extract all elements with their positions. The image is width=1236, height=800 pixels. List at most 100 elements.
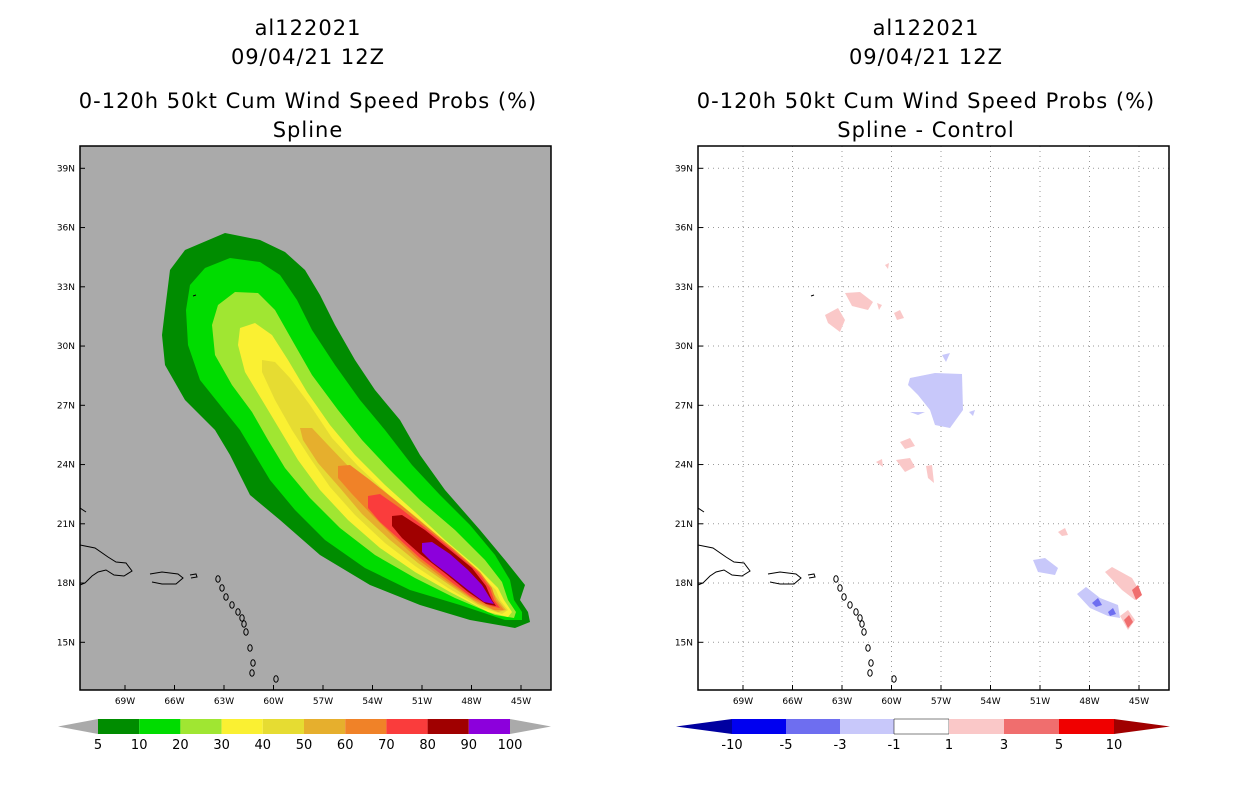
colorbar-swatch: [840, 719, 894, 734]
island: [219, 584, 225, 592]
right-coastlines: [698, 294, 897, 683]
coastline: [192, 294, 197, 297]
x-tick-label: 54W: [362, 697, 382, 707]
colorbar-swatch: [893, 718, 950, 735]
difference-blob: [900, 438, 915, 449]
colorbar-swatch: [1004, 719, 1059, 734]
colorbar-label: -3: [834, 738, 847, 753]
island: [837, 584, 843, 592]
difference-blob: [926, 465, 934, 483]
island: [247, 644, 253, 652]
difference-blob: [969, 410, 975, 416]
island: [853, 608, 859, 616]
colorbar-swatch: [1114, 719, 1170, 734]
x-tick-label: 63W: [214, 697, 234, 707]
y-tick-label: 18N: [675, 579, 693, 589]
colorbar-swatch: [676, 719, 732, 734]
difference-blob: [1132, 585, 1142, 600]
island: [847, 601, 853, 609]
difference-blob: [894, 310, 904, 320]
y-tick-label: 21N: [675, 520, 693, 530]
colorbar-label: 1: [945, 738, 953, 753]
colorbar-label: 70: [378, 738, 395, 753]
island: [859, 620, 865, 628]
colorbar-label: -1: [888, 738, 901, 753]
left-title-field: 0-120h 50kt Cum Wind Speed Probs (%): [78, 89, 538, 113]
colorbar-label: 60: [337, 738, 354, 753]
y-tick-label: 15N: [675, 638, 693, 648]
colorbar-label: 100: [498, 738, 523, 753]
coastline: [698, 544, 751, 586]
right-map-frame: [697, 145, 1170, 691]
colorbar-label: 5: [1055, 738, 1063, 753]
island: [229, 601, 235, 609]
left-title-method: Spline: [272, 118, 344, 142]
x-tick-label: 69W: [115, 697, 135, 707]
x-tick-label: 45W: [1129, 697, 1149, 707]
island: [235, 608, 241, 616]
island: [215, 575, 221, 583]
right-colorbar: -10 -5 -3 -1 1 3 5 10: [676, 718, 1170, 753]
y-tick-label: 27N: [675, 401, 693, 411]
colorbar-swatch: [786, 719, 840, 734]
colorbar-swatch: [221, 719, 263, 734]
colorbar-label: 90: [461, 738, 478, 753]
colorbar-label: 5: [94, 738, 102, 753]
colorbar-swatch: [304, 719, 346, 734]
coastline: [189, 573, 198, 579]
right-title-field: 0-120h 50kt Cum Wind Speed Probs (%): [696, 89, 1156, 113]
y-tick-label: 36N: [57, 224, 75, 234]
difference-blob: [1058, 528, 1068, 536]
difference-blob: [942, 353, 950, 362]
coastline: [767, 571, 802, 585]
island: [891, 675, 897, 683]
colorbar-swatch: [98, 719, 140, 734]
coastline: [80, 507, 87, 513]
x-tick-label: 60W: [263, 697, 283, 707]
island: [223, 593, 229, 601]
right-title-method: Spline - Control: [837, 118, 1015, 142]
y-tick-label: 30N: [675, 342, 693, 352]
coastline: [80, 544, 133, 586]
left-title-date: 09/04/21 12Z: [230, 45, 386, 69]
colorbar-swatch: [732, 719, 786, 734]
y-tick-label: 39N: [57, 164, 75, 174]
colorbar-swatch: [1059, 719, 1114, 734]
colorbar-label: 30: [213, 738, 230, 753]
left-title-storm: al122021: [254, 16, 362, 40]
difference-blob: [908, 373, 963, 428]
colorbar-swatch: [468, 719, 510, 734]
x-tick-label: 60W: [881, 697, 901, 707]
colorbar-label: 40: [255, 738, 272, 753]
y-tick-label: 33N: [675, 283, 693, 293]
y-tick-label: 18N: [57, 579, 75, 589]
colorbar-swatch: [139, 719, 181, 734]
island: [833, 575, 839, 583]
colorbar-arrow-low: [58, 719, 98, 734]
coastline: [810, 294, 815, 297]
x-tick-label: 57W: [931, 697, 951, 707]
difference-blob: [876, 459, 883, 467]
left-probability-field: [162, 233, 530, 628]
left-colorbar: 5 10 20 30 40 50 60 70 80 90 100: [58, 719, 551, 753]
difference-blob: [1092, 598, 1102, 607]
colorbar-arrow-high: [510, 719, 551, 734]
colorbar-swatch: [949, 719, 1004, 734]
coastline: [807, 573, 816, 579]
x-tick-label: 45W: [511, 697, 531, 707]
colorbar-label: 80: [419, 738, 436, 753]
coastline: [698, 507, 705, 513]
island: [241, 620, 247, 628]
x-tick-label: 69W: [733, 697, 753, 707]
difference-blob: [910, 412, 925, 415]
y-tick-label: 33N: [57, 283, 75, 293]
difference-blob: [877, 303, 882, 310]
y-tick-label: 15N: [57, 638, 75, 648]
island: [868, 659, 874, 667]
x-tick-label: 51W: [1030, 697, 1050, 707]
colorbar-label: 10: [1106, 738, 1123, 753]
colorbar-label: 10: [131, 738, 148, 753]
colorbar-label: 20: [172, 738, 189, 753]
island: [243, 628, 249, 636]
colorbar-swatch: [262, 719, 304, 734]
